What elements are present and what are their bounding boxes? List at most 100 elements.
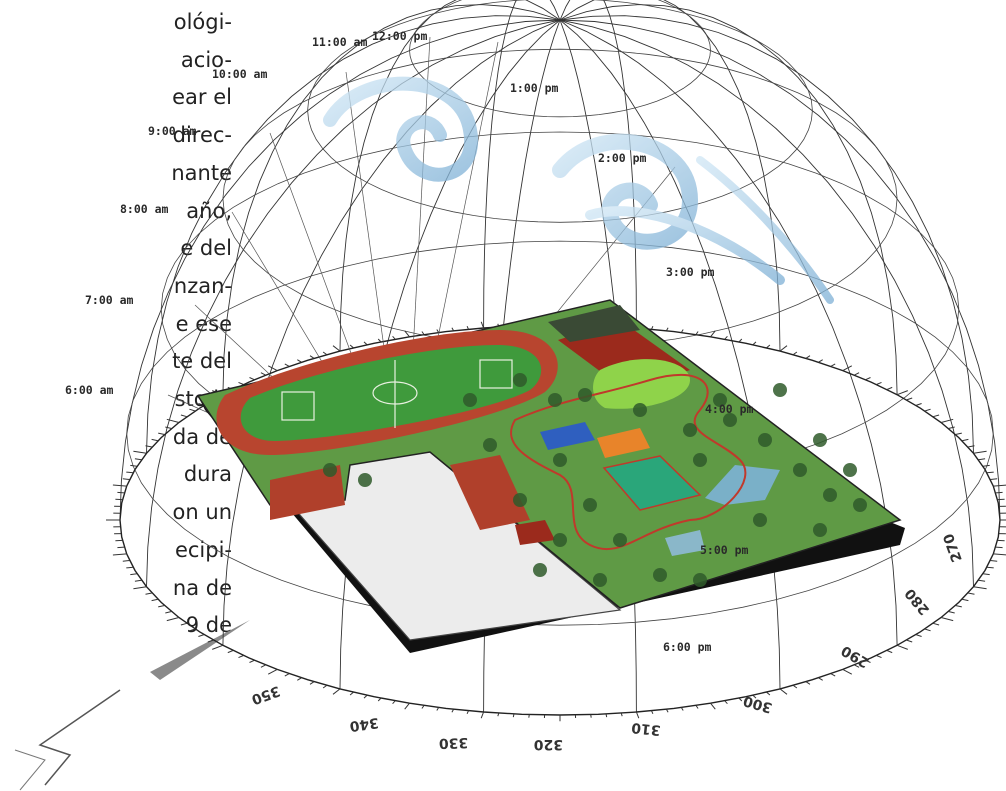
ring-tick — [924, 628, 931, 632]
ring-tick — [995, 546, 1003, 549]
walking-path — [510, 373, 747, 551]
ring-tick — [680, 329, 684, 333]
tree — [693, 573, 707, 587]
ring-tick — [363, 694, 368, 699]
ring-tick — [145, 592, 153, 595]
tree — [813, 433, 827, 447]
ring-tick — [982, 464, 990, 467]
ring-tick — [189, 628, 196, 632]
tree — [773, 383, 787, 397]
time-label: 1:00 pm — [510, 81, 559, 95]
ring-tick — [710, 702, 716, 710]
ring-tick — [126, 566, 134, 569]
ring-tick — [349, 691, 354, 696]
ring-tick — [993, 484, 1006, 487]
meridian-line — [146, 15, 561, 454]
ring-tick — [297, 359, 302, 363]
ring-tick — [906, 397, 913, 401]
ring-tick — [896, 390, 908, 396]
ring-tick — [805, 681, 811, 685]
tree — [753, 513, 767, 527]
ring-tick — [528, 714, 530, 718]
ring-tick — [792, 351, 798, 356]
paragraph-line: ear el — [172, 85, 232, 110]
ring-tick — [651, 325, 654, 330]
ring-tick — [166, 418, 180, 423]
ring-tick — [133, 450, 147, 454]
tree — [358, 473, 372, 487]
ring-tick — [130, 464, 138, 467]
time-label: 12:00 pm — [372, 29, 427, 43]
ring-tick — [854, 664, 860, 668]
ring-tick — [198, 634, 205, 637]
ring-tick — [967, 592, 975, 595]
ring-tick — [284, 363, 290, 367]
ring-tick — [126, 471, 134, 474]
degree-label: 270 — [941, 531, 966, 564]
tree — [483, 438, 497, 452]
ring-tick — [932, 622, 940, 626]
ring-tick — [238, 655, 244, 659]
sun-time-labels: 6:00 am 7:00 am 8:00 am 9:00 am 10:00 am… — [65, 29, 754, 654]
ring-tick — [990, 478, 998, 480]
tree — [793, 463, 807, 477]
ring-tick — [451, 708, 455, 713]
ring-tick — [940, 617, 954, 622]
ring-tick — [322, 351, 328, 356]
ring-tick — [436, 707, 440, 711]
ring-tick — [738, 338, 743, 343]
paragraph-line: na de — [172, 575, 232, 600]
ring-tick — [865, 659, 871, 663]
ring-tick — [961, 438, 969, 442]
paragraph-line: on un — [172, 500, 232, 525]
ring-tick — [466, 325, 469, 330]
ring-tick — [876, 655, 882, 659]
ring-tick — [986, 566, 994, 569]
ring-tick — [766, 691, 771, 696]
time-label: 6:00 pm — [663, 640, 712, 654]
degree-label: 330 — [438, 734, 468, 751]
ring-tick — [876, 381, 882, 385]
ring-tick — [995, 491, 1003, 494]
ring-tick — [924, 408, 931, 412]
tree — [693, 453, 707, 467]
ring-tick — [695, 705, 699, 709]
ring-tick — [955, 605, 962, 608]
ring-tick — [130, 573, 138, 576]
ring-tick — [724, 335, 728, 340]
ring-tick — [377, 697, 382, 702]
ring-tick — [189, 408, 196, 412]
degree-label: 320 — [534, 736, 563, 752]
ring-tick — [436, 329, 440, 333]
ring-tick — [309, 681, 315, 685]
paragraph-line: 9 de — [185, 613, 232, 638]
paragraph-line: dura — [183, 462, 232, 487]
ring-tick — [227, 650, 234, 654]
ring-tick — [349, 344, 354, 349]
ring-tick — [165, 426, 172, 429]
ring-tick — [620, 712, 623, 717]
ring-tick — [117, 546, 125, 549]
degree-label: 340 — [348, 714, 379, 734]
tree — [633, 403, 647, 417]
ring-tick — [238, 381, 244, 385]
ring-tick — [297, 677, 302, 681]
ring-tick — [180, 622, 188, 626]
meridian-line — [559, 19, 974, 587]
meridian-line — [483, 0, 561, 329]
paragraph-line: nante — [171, 160, 232, 185]
ring-tick — [906, 639, 913, 643]
paragraph-line: ológi- — [173, 10, 232, 34]
parallel-line — [126, 240, 994, 626]
multi-court — [602, 455, 702, 511]
ring-tick — [480, 321, 485, 329]
left-court — [270, 465, 345, 520]
ring-tick — [267, 365, 278, 372]
ring-tick — [886, 386, 893, 390]
tree — [713, 393, 727, 407]
degree-label: 310 — [630, 719, 661, 738]
ring-tick — [948, 426, 955, 429]
meridian-line — [222, 19, 561, 646]
ring-tick — [260, 372, 266, 376]
